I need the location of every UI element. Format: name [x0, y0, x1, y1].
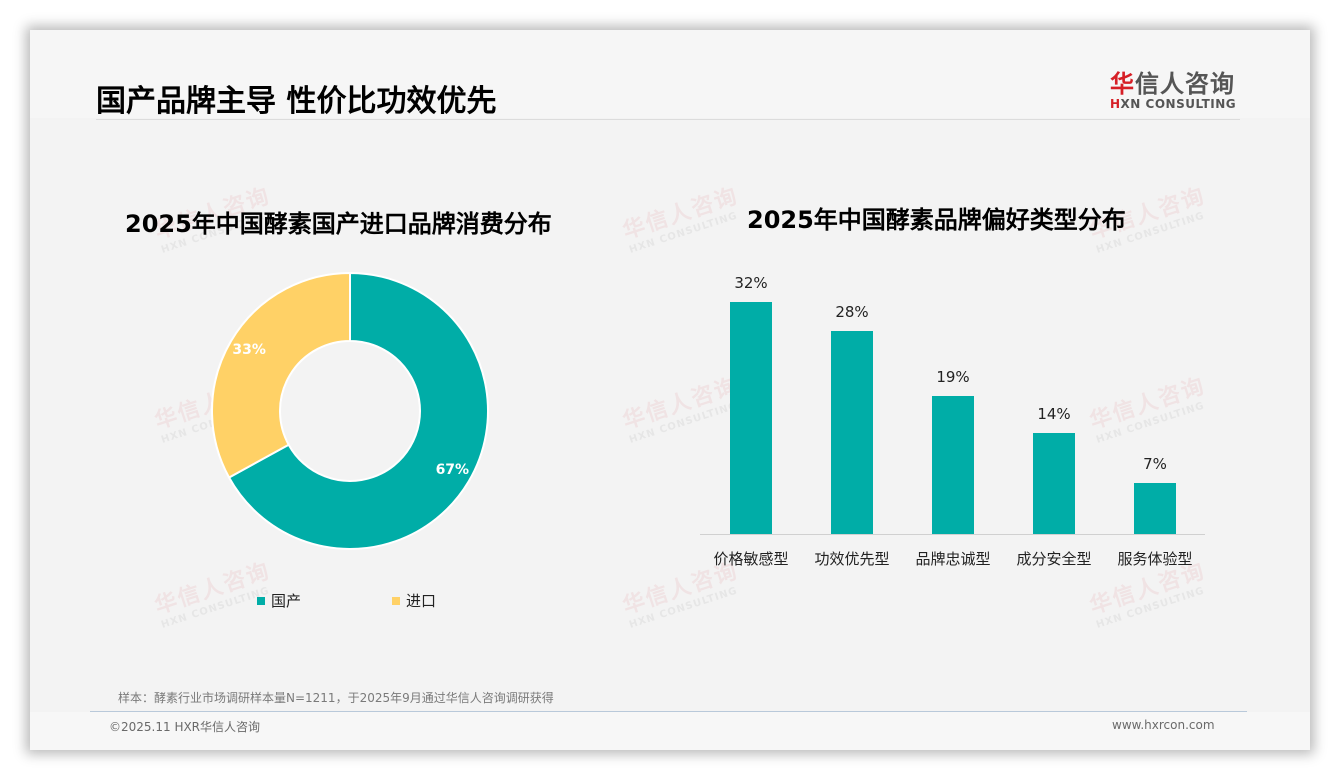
- footer-divider: [90, 711, 1247, 712]
- donut-slice-imported: [211, 271, 351, 479]
- bar-value-label: 14%: [1037, 404, 1071, 423]
- legend-item-imported: 进口: [392, 590, 436, 611]
- bar: [1033, 432, 1075, 534]
- logo-en: HXN CONSULTING: [1110, 97, 1237, 111]
- bar-value-label: 28%: [835, 303, 869, 321]
- bar-value-label: 7%: [1143, 455, 1167, 474]
- donut-svg: [211, 271, 489, 550]
- legend-item-domestic: 国产: [257, 590, 301, 611]
- copyright: ©2025.11 HXR华信人咨询: [109, 720, 261, 734]
- bar-chart: 32% 价格敏感型 28% 功效优先型 19% 品牌忠诚型 14% 成分安全型 7% 服务体验型: [700, 270, 1205, 580]
- x-axis-line: [700, 534, 1205, 535]
- bar-category-label: 成分安全型: [1016, 550, 1092, 568]
- bar-category-label: 品牌忠诚型: [915, 550, 991, 568]
- legend-swatch-yellow: [392, 596, 400, 605]
- header-background: [30, 30, 1310, 118]
- bar: [831, 331, 873, 534]
- header-divider: [96, 119, 1240, 120]
- slide: 华信人咨询 HXN CONSULTING 华信人咨询 HXN CONSULTING …: [30, 30, 1310, 750]
- website-link[interactable]: www.hxrcon.com: [1112, 718, 1215, 732]
- bar: [730, 302, 772, 534]
- footer-background: [30, 712, 1310, 750]
- bar: [1134, 483, 1176, 534]
- donut-chart: 67% 33%: [210, 271, 490, 551]
- legend-swatch-teal: [257, 596, 265, 605]
- brand-logo: 华信人咨询 HXN CONSULTING: [1110, 64, 1240, 111]
- bar-chart-title: 2025年中国酵素品牌偏好类型分布: [747, 206, 1126, 234]
- donut-slice-domestic: [227, 271, 489, 550]
- donut-chart-title: 2025年中国酵素国产进口品牌消费分布: [125, 210, 552, 238]
- sample-note: 样本：酵素行业市场调研样本量N=1211，于2025年9月通过华信人咨询调研获得: [118, 691, 554, 705]
- logo-cn: 华信人咨询: [1110, 70, 1235, 98]
- bar-category-label: 价格敏感型: [713, 550, 789, 568]
- page-title: 国产品牌主导 性价比功效优先: [96, 84, 497, 119]
- donut-label-domestic: 67%: [435, 462, 470, 479]
- donut-label-imported: 33%: [232, 341, 266, 358]
- bar-category-label: 功效优先型: [814, 550, 890, 568]
- bar-category-label: 服务体验型: [1117, 550, 1193, 568]
- bar-value-label: 32%: [734, 274, 768, 292]
- bar-value-label: 19%: [936, 368, 970, 387]
- bar: [932, 396, 974, 534]
